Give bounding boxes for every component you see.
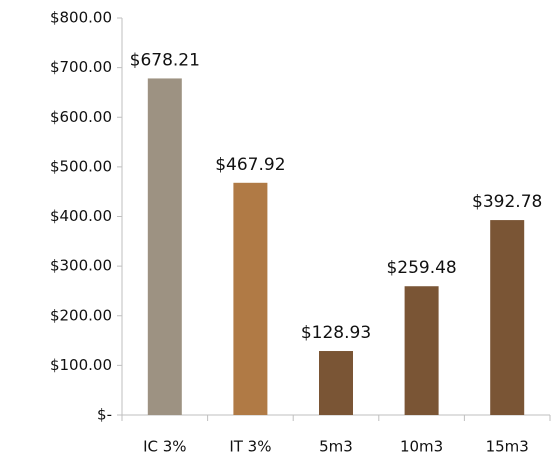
y-tick-label: $500.00 (50, 157, 112, 175)
y-tick-label: $300.00 (50, 257, 112, 275)
value-label: $392.78 (472, 192, 542, 212)
value-label: $678.21 (130, 50, 200, 70)
y-tick-label: $- (97, 406, 112, 424)
x-tick-label: 15m3 (486, 438, 529, 456)
bar (404, 286, 439, 415)
bar (233, 182, 268, 415)
y-tick-label: $800.00 (50, 9, 112, 27)
bar (319, 351, 353, 415)
value-label: $128.93 (301, 323, 371, 343)
x-tick-label: 5m3 (319, 438, 353, 456)
x-tick-label: IT 3% (229, 438, 271, 456)
y-tick-label: $700.00 (50, 58, 112, 76)
bar (147, 78, 182, 415)
y-tick-label: $400.00 (50, 207, 112, 225)
value-label: $259.48 (386, 258, 456, 278)
value-label: $467.92 (215, 155, 285, 175)
x-tick-label: 10m3 (400, 438, 443, 456)
y-tick-label: $200.00 (50, 306, 112, 324)
x-tick-label: IC 3% (143, 438, 186, 456)
bar (490, 220, 525, 415)
y-tick-label: $100.00 (50, 356, 112, 374)
y-tick-label: $600.00 (50, 108, 112, 126)
